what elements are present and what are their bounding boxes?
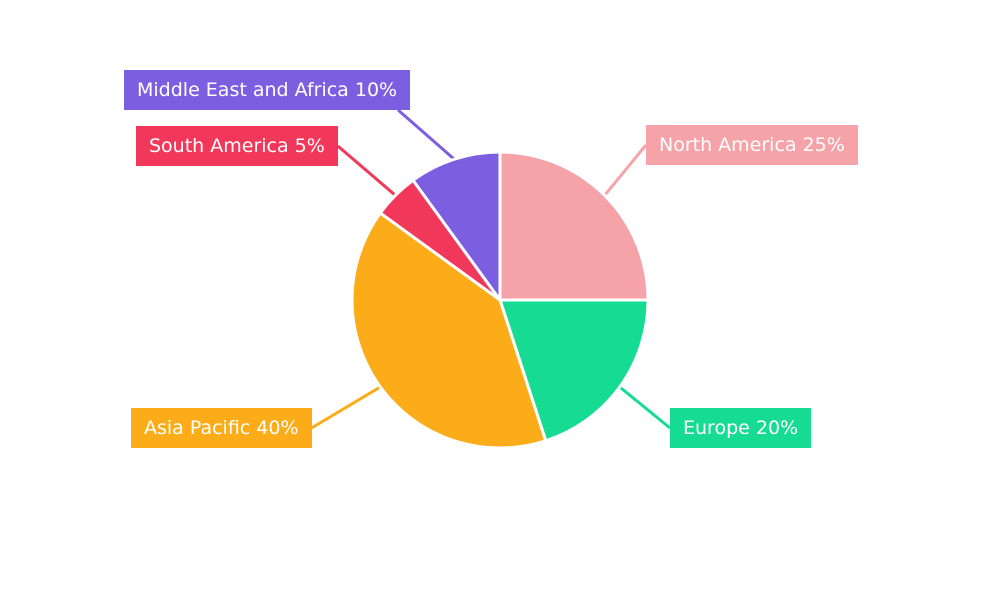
leader-line-south-america bbox=[336, 144, 397, 197]
pie-label-south-america: South America 5% bbox=[136, 126, 338, 166]
pie-label-north-america: North America 25% bbox=[646, 125, 858, 165]
leader-line-north-america bbox=[603, 144, 648, 197]
pie-slice-middle-east-and-africa bbox=[411, 150, 502, 302]
leader-line-europe bbox=[618, 385, 671, 430]
pie-slice-europe bbox=[498, 298, 650, 443]
pie-slice-north-america bbox=[498, 150, 650, 302]
pie-label-middle-east-and-africa: Middle East and Africa 10% bbox=[124, 70, 411, 110]
pie-label-europe: Europe 20% bbox=[670, 408, 812, 448]
leader-line-asia-pacific bbox=[310, 385, 382, 430]
leader-line-middle-east-and-africa bbox=[397, 108, 456, 161]
pie-slice-asia-pacific bbox=[350, 211, 548, 450]
pie-label-asia-pacific: Asia Pacific 40% bbox=[131, 408, 312, 448]
